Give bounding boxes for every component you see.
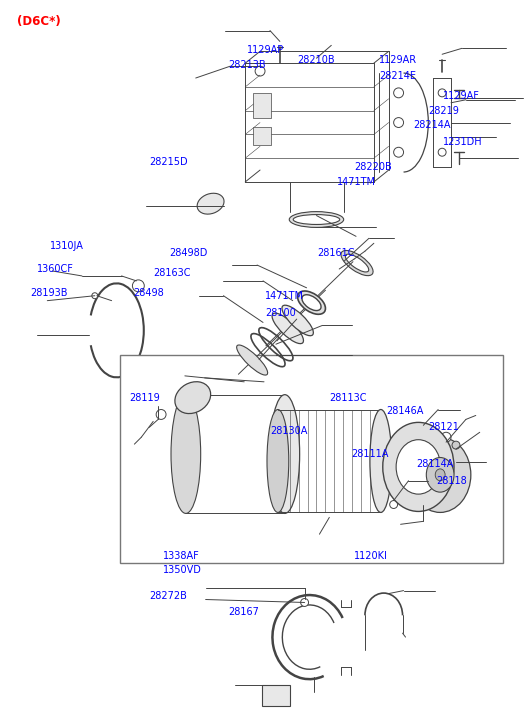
Text: 28214E: 28214E [379,71,416,81]
Text: 28498: 28498 [134,288,164,298]
Text: 28113C: 28113C [329,393,367,403]
Ellipse shape [175,382,211,414]
Ellipse shape [435,469,445,481]
Bar [120,355,503,563]
Ellipse shape [237,345,268,375]
Text: 28163C: 28163C [153,268,190,278]
Circle shape [272,691,280,699]
Text: 1129AP: 1129AP [247,45,285,55]
Text: 28213B: 28213B [228,60,266,70]
Text: 1129AF: 1129AF [443,91,480,101]
Ellipse shape [302,294,321,310]
Text: 28167: 28167 [228,607,259,617]
Text: 28111A: 28111A [351,449,388,459]
Circle shape [452,441,460,449]
Text: 1231DH: 1231DH [443,137,483,148]
Ellipse shape [341,251,373,276]
Ellipse shape [270,395,300,513]
Ellipse shape [383,422,454,511]
Text: 1338AF: 1338AF [163,551,200,561]
Circle shape [438,148,446,156]
Text: 1350VD: 1350VD [163,565,202,575]
Circle shape [156,409,166,419]
Ellipse shape [197,193,224,214]
Circle shape [438,89,446,97]
Text: 28146A: 28146A [387,406,424,417]
Ellipse shape [370,409,392,513]
Text: 1471TM: 1471TM [265,291,304,301]
Bar [262,685,290,707]
Text: 28193B: 28193B [30,288,68,298]
Ellipse shape [171,395,201,513]
Text: 1310JA: 1310JA [51,241,84,252]
Ellipse shape [410,437,471,513]
Ellipse shape [426,457,454,492]
Text: 28214A: 28214A [413,119,451,129]
Text: 1360CF: 1360CF [37,264,74,274]
Circle shape [441,433,451,442]
Ellipse shape [289,212,344,228]
Text: 28130A: 28130A [270,426,307,436]
Ellipse shape [282,305,313,336]
Text: 28121: 28121 [428,422,459,433]
Text: 28118: 28118 [436,475,467,486]
Circle shape [255,66,265,76]
Text: 1120KI: 1120KI [354,551,388,561]
Text: 28272B: 28272B [149,590,187,601]
Ellipse shape [297,291,326,314]
Text: 28119: 28119 [129,393,160,403]
Text: 28215D: 28215D [149,157,188,167]
Circle shape [394,118,404,127]
Text: 28220B: 28220B [354,162,392,172]
Circle shape [92,293,98,299]
Text: 28114A: 28114A [417,459,454,469]
Ellipse shape [293,214,340,225]
Ellipse shape [267,409,289,513]
Text: (D6C*): (D6C*) [16,15,60,28]
Text: 28498D: 28498D [169,248,207,258]
Ellipse shape [272,313,303,344]
Text: 28100: 28100 [265,308,296,318]
Circle shape [132,280,144,292]
Circle shape [394,88,404,98]
Text: 28210B: 28210B [298,55,335,65]
Circle shape [390,501,397,508]
Circle shape [394,148,404,157]
Circle shape [373,453,389,469]
Text: 1471TM: 1471TM [337,177,376,187]
Circle shape [301,598,309,606]
Text: 28161C: 28161C [318,248,355,258]
Ellipse shape [396,440,440,494]
Text: 28219: 28219 [428,105,459,116]
Ellipse shape [345,254,369,272]
Circle shape [132,369,144,381]
Bar [253,127,271,145]
Bar [253,93,271,118]
Text: 1129AR: 1129AR [379,55,417,65]
